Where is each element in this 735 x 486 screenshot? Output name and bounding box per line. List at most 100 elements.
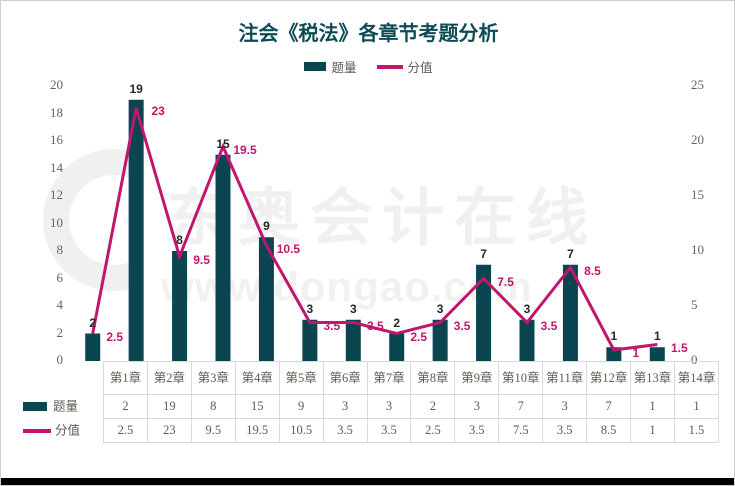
line-value-label-10: 7.5 <box>497 274 514 289</box>
left-axis-tick: 14 <box>50 159 63 175</box>
legend-bar-label: 题量 <box>331 61 357 75</box>
right-axis-tick: 5 <box>691 297 698 312</box>
bar-value-label-8: 2 <box>393 315 401 330</box>
bar-9 <box>432 319 448 361</box>
bar-value-label-13: 1 <box>610 329 618 344</box>
right-axis-tick: 15 <box>691 187 704 202</box>
table-bar-rowname: 题量 <box>53 398 79 414</box>
right-axis-tick: 20 <box>691 132 704 147</box>
line-value-label-12: 8.5 <box>584 263 601 278</box>
bar-14 <box>649 347 665 361</box>
table-cell-line-value: 3.5 <box>542 418 588 443</box>
left-axis-tick: 12 <box>50 187 63 202</box>
bar-value-label-14: 1 <box>653 329 661 344</box>
left-axis-tick: 10 <box>50 214 63 230</box>
bar-value-label-3: 8 <box>176 233 183 247</box>
line-value-label-8: 2.5 <box>410 329 428 344</box>
table-header-cell: 第14章 <box>673 361 720 395</box>
table-cell-line-value: 3.5 <box>454 418 500 443</box>
table-header-cell: 第13章 <box>630 361 675 395</box>
line-value-label-2: 23 <box>151 104 165 118</box>
bar-value-label-1: 2 <box>89 315 97 330</box>
table-row-bar: 题量 2 19 8 15 9 3 3 2 3 7 3 7 1 1 <box>17 394 720 419</box>
table-cell-line-value: 23 <box>146 418 192 443</box>
table-cell-line-value: 10.5 <box>278 418 324 443</box>
table-cell-bar-value: 3 <box>322 394 368 419</box>
legend-line-swatch-icon <box>376 64 403 69</box>
bar-value-label-11: 3 <box>523 301 531 316</box>
left-axis-tick: 4 <box>56 297 64 312</box>
left-axis-tick: 6 <box>56 269 64 285</box>
table-cell-line-value: 2.5 <box>103 418 148 443</box>
table-cell-bar-value: 19 <box>146 394 192 419</box>
bar-4 <box>215 154 231 361</box>
table-row-header: 第1章 第2章 第3章 第4章 第5章 第6章 第7章 第8章 第9章 第10章 第11章 第12章第… <box>17 361 720 395</box>
bar-10 <box>476 264 492 361</box>
legend-line-label: 分值 <box>407 61 433 75</box>
left-axis-tick: 0 <box>56 352 64 367</box>
table-cell-bar-value: 3 <box>366 394 412 419</box>
plot-area <box>71 86 679 361</box>
bar-value-label-6: 3 <box>306 301 314 316</box>
table-header-cell: 第2章 <box>146 361 192 395</box>
table-cell-line-value: 9.5 <box>190 418 236 443</box>
table-cell-line-value: 2.5 <box>410 418 456 443</box>
left-axis-tick: 18 <box>50 104 63 120</box>
table-cell-line-value: 1 <box>630 418 675 443</box>
table-cell-line-value: 19.5 <box>234 418 280 443</box>
table-cell-line-value: 3.5 <box>322 418 368 443</box>
right-axis-tick: 25 <box>691 77 704 92</box>
bar-1 <box>85 333 101 361</box>
bar-8 <box>389 333 405 361</box>
line-value-label-9: 3.5 <box>453 318 471 333</box>
bar-11 <box>519 319 535 361</box>
line-value-label-6: 3.5 <box>323 318 341 333</box>
line-value-label-3: 9.5 <box>193 252 210 267</box>
table-line-swatch-icon <box>23 428 51 433</box>
legend-item-bar[interactable]: 题量 <box>304 57 357 76</box>
bar-value-label-9: 3 <box>436 301 444 316</box>
bar-12 <box>562 264 578 361</box>
table-cell-bar-value: 15 <box>234 394 280 419</box>
table-header-cell: 第5章 <box>278 361 324 395</box>
table-corner-cell <box>17 362 104 395</box>
table-row-label-line: 分值 <box>17 419 104 443</box>
table-bar-swatch-icon <box>23 402 47 412</box>
table-cell-line-value: 3.5 <box>366 418 412 443</box>
right-axis-tick: 10 <box>691 242 704 257</box>
bar-value-label-5: 9 <box>263 219 270 234</box>
line-value-label-4: 19.5 <box>233 142 257 157</box>
bar-value-label-7: 3 <box>349 301 357 316</box>
table-header-cell: 第4章 <box>234 361 280 395</box>
table-cell-bar-value: 2 <box>410 394 456 419</box>
table-header-cell: 第6章 <box>322 361 368 395</box>
bar-3 <box>172 251 188 361</box>
table-cell-line-value: 8.5 <box>586 418 632 443</box>
data-table: 第1章 第2章 第3章 第4章 第5章 第6章 第7章 第8章 第9章 第10章 第11章 第12章第… <box>17 361 720 443</box>
left-axis-tick: 16 <box>50 132 63 147</box>
table-cell-line-value: 1.5 <box>673 418 720 443</box>
left-axis-tick: 8 <box>56 242 64 257</box>
legend-item-line[interactable]: 分值 <box>376 57 433 76</box>
bar-value-label-4: 15 <box>216 136 230 151</box>
table-cell-bar-value: 1 <box>630 394 675 419</box>
chart-title: 注会《税法》各章节考题分析 <box>238 21 499 45</box>
bar-6 <box>302 319 318 361</box>
plot-svg <box>85 99 665 361</box>
line-value-label-13: 1 <box>632 346 640 360</box>
line-value-label-14: 1.5 <box>670 340 688 355</box>
bar-5 <box>258 237 274 361</box>
table-header-cell: 第11章 <box>542 361 588 395</box>
table-header-cell: 第7章 <box>366 361 412 395</box>
bar-value-label-12: 7 <box>567 246 574 261</box>
line-value-label-7: 3.5 <box>366 318 384 333</box>
table-header-cell: 第8章 <box>410 361 456 395</box>
table-header-cell: 第9章 <box>454 361 500 395</box>
line-value-label-1: 2.5 <box>106 329 124 344</box>
table-cell-bar-value: 9 <box>278 394 324 419</box>
table-header-cell: 第3章 <box>190 361 236 395</box>
bar-value-label-10: 7 <box>480 246 487 261</box>
legend-bar-swatch-icon <box>304 62 327 71</box>
table-row-line: 分值 2.5 23 9.5 19.5 10.5 3.5 3.5 2.5 3.5 7.5 3.5 8.5… <box>17 418 720 443</box>
